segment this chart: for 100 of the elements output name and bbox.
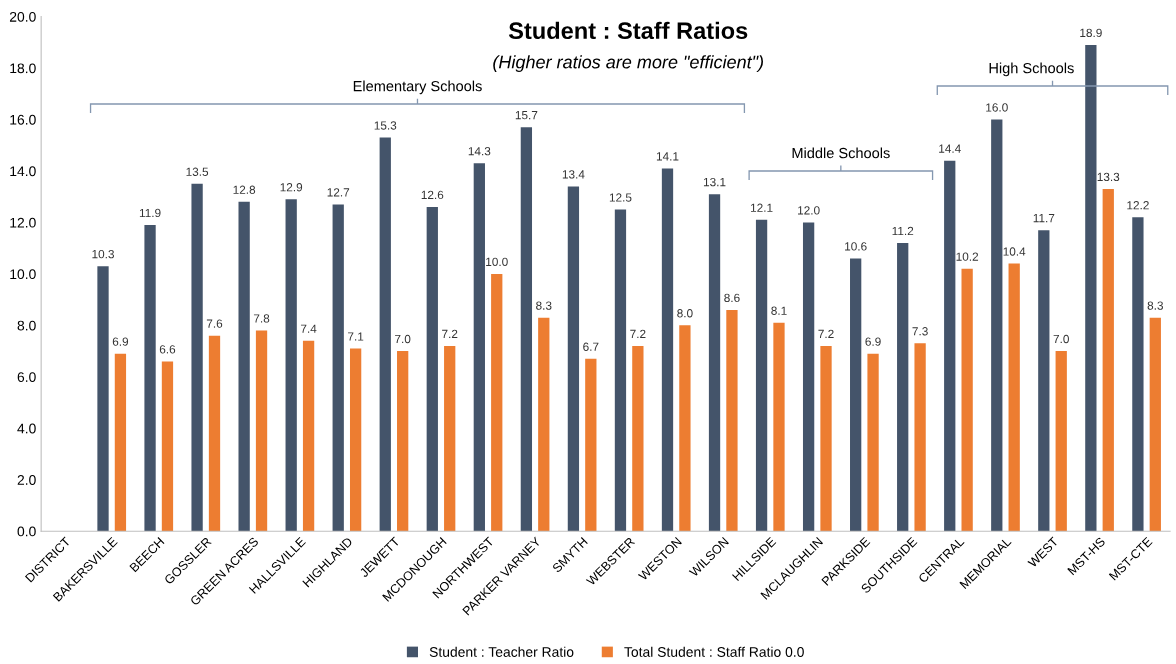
bar (285, 199, 297, 532)
data-label: 11.9 (139, 208, 161, 218)
bar (867, 353, 879, 532)
data-label: 12.6 (421, 190, 444, 200)
bar (802, 222, 815, 532)
bar (538, 317, 550, 532)
bar (944, 160, 956, 532)
data-label: 14.3 (468, 147, 491, 156)
bar (191, 183, 203, 532)
annotation: Middle Schools (792, 147, 890, 159)
data-label: 10.0 (486, 257, 508, 267)
y-tick-label: 2.0 (17, 475, 36, 485)
bar (773, 322, 785, 532)
y-tick-label: 6.0 (17, 372, 36, 382)
bar (397, 351, 409, 532)
data-label: 16.0 (986, 103, 1008, 112)
data-label: 13.3 (1097, 172, 1120, 182)
data-label: 6.6 (159, 345, 176, 354)
bar (114, 353, 127, 532)
data-label: 7.3 (912, 327, 928, 336)
data-label: 14.1 (656, 152, 679, 161)
data-label: 7.0 (395, 334, 411, 344)
data-label: 7.4 (300, 324, 317, 333)
bar (302, 340, 315, 532)
y-tick-label: 18.0 (10, 63, 36, 74)
bar (585, 358, 597, 532)
y-tick-label: 14.0 (10, 166, 36, 177)
bar (1102, 188, 1114, 532)
data-label: 11.2 (892, 226, 914, 236)
bar (379, 137, 391, 532)
bar (1038, 230, 1050, 532)
chart-title: Student : Staff Ratios (508, 21, 748, 40)
data-label: 6.9 (112, 337, 129, 346)
data-label: 6.9 (865, 337, 881, 346)
legend-label: Student : Teacher Ratio (429, 646, 574, 657)
bar (1055, 351, 1067, 532)
data-label: 7.2 (630, 329, 646, 338)
annotation: Elementary Schools (353, 80, 482, 95)
bar (332, 204, 344, 532)
data-label: 7.2 (818, 329, 834, 338)
bar (491, 273, 503, 532)
y-tick-label: 20.0 (9, 11, 36, 22)
bar (567, 186, 580, 532)
data-label: 15.7 (515, 111, 538, 120)
bar (961, 268, 973, 532)
bar (850, 258, 862, 532)
data-label: 10.2 (956, 252, 979, 261)
y-tick-label: 8.0 (17, 320, 36, 331)
data-label: 11.7 (1033, 214, 1055, 223)
data-label: 13.1 (703, 177, 726, 187)
text: (Higher ratios are more "efficient") (493, 55, 764, 73)
data-label: 8.1 (771, 306, 787, 315)
bar (1008, 263, 1020, 532)
bar (614, 209, 627, 532)
annotation: High Schools (989, 62, 1074, 77)
bar (426, 207, 438, 532)
data-label: 10.4 (1003, 247, 1026, 256)
data-label: 15.3 (374, 121, 397, 130)
bar (97, 266, 109, 532)
bar (161, 361, 174, 532)
data-label: 13.5 (186, 167, 209, 176)
bar (208, 335, 221, 532)
data-label: 13.4 (562, 170, 585, 179)
data-label: 12.7 (327, 188, 350, 197)
data-label: 12.1 (750, 203, 773, 212)
data-label: 12.0 (798, 206, 820, 215)
data-label: 7.8 (253, 314, 270, 323)
legend-label: Total Student : Staff Ratio 0.0 (624, 646, 804, 657)
bar (820, 345, 832, 532)
bar (726, 309, 738, 532)
y-tick-label: 12.0 (10, 217, 36, 228)
bar (238, 201, 250, 532)
bar (755, 219, 768, 532)
bar (708, 194, 721, 532)
y-tick-label: 0.0 (17, 526, 36, 537)
data-label: 7.1 (348, 332, 364, 341)
data-label: 18.9 (1080, 28, 1102, 38)
bar (144, 225, 156, 532)
data-label: 8.6 (724, 293, 740, 303)
y-tick-label: 16.0 (10, 114, 36, 125)
data-label: 10.6 (845, 242, 867, 251)
bar (897, 243, 909, 532)
data-label: 8.0 (677, 309, 693, 318)
data-label: 12.8 (233, 185, 256, 194)
bar (1149, 317, 1161, 532)
bar (349, 348, 362, 532)
data-label: 12.5 (609, 193, 632, 202)
data-label: 7.6 (206, 319, 223, 328)
data-label: 12.2 (1127, 201, 1149, 210)
bar (679, 325, 691, 532)
data-label: 10.3 (92, 249, 114, 259)
data-label: 14.4 (939, 144, 961, 153)
bar (661, 168, 674, 532)
bar (520, 127, 533, 532)
bar (991, 119, 1003, 532)
data-label: 7.0 (1053, 334, 1069, 344)
data-label: 6.7 (583, 342, 599, 351)
bar (473, 163, 485, 532)
data-label: 8.3 (536, 301, 552, 310)
data-label: 12.9 (280, 183, 303, 192)
